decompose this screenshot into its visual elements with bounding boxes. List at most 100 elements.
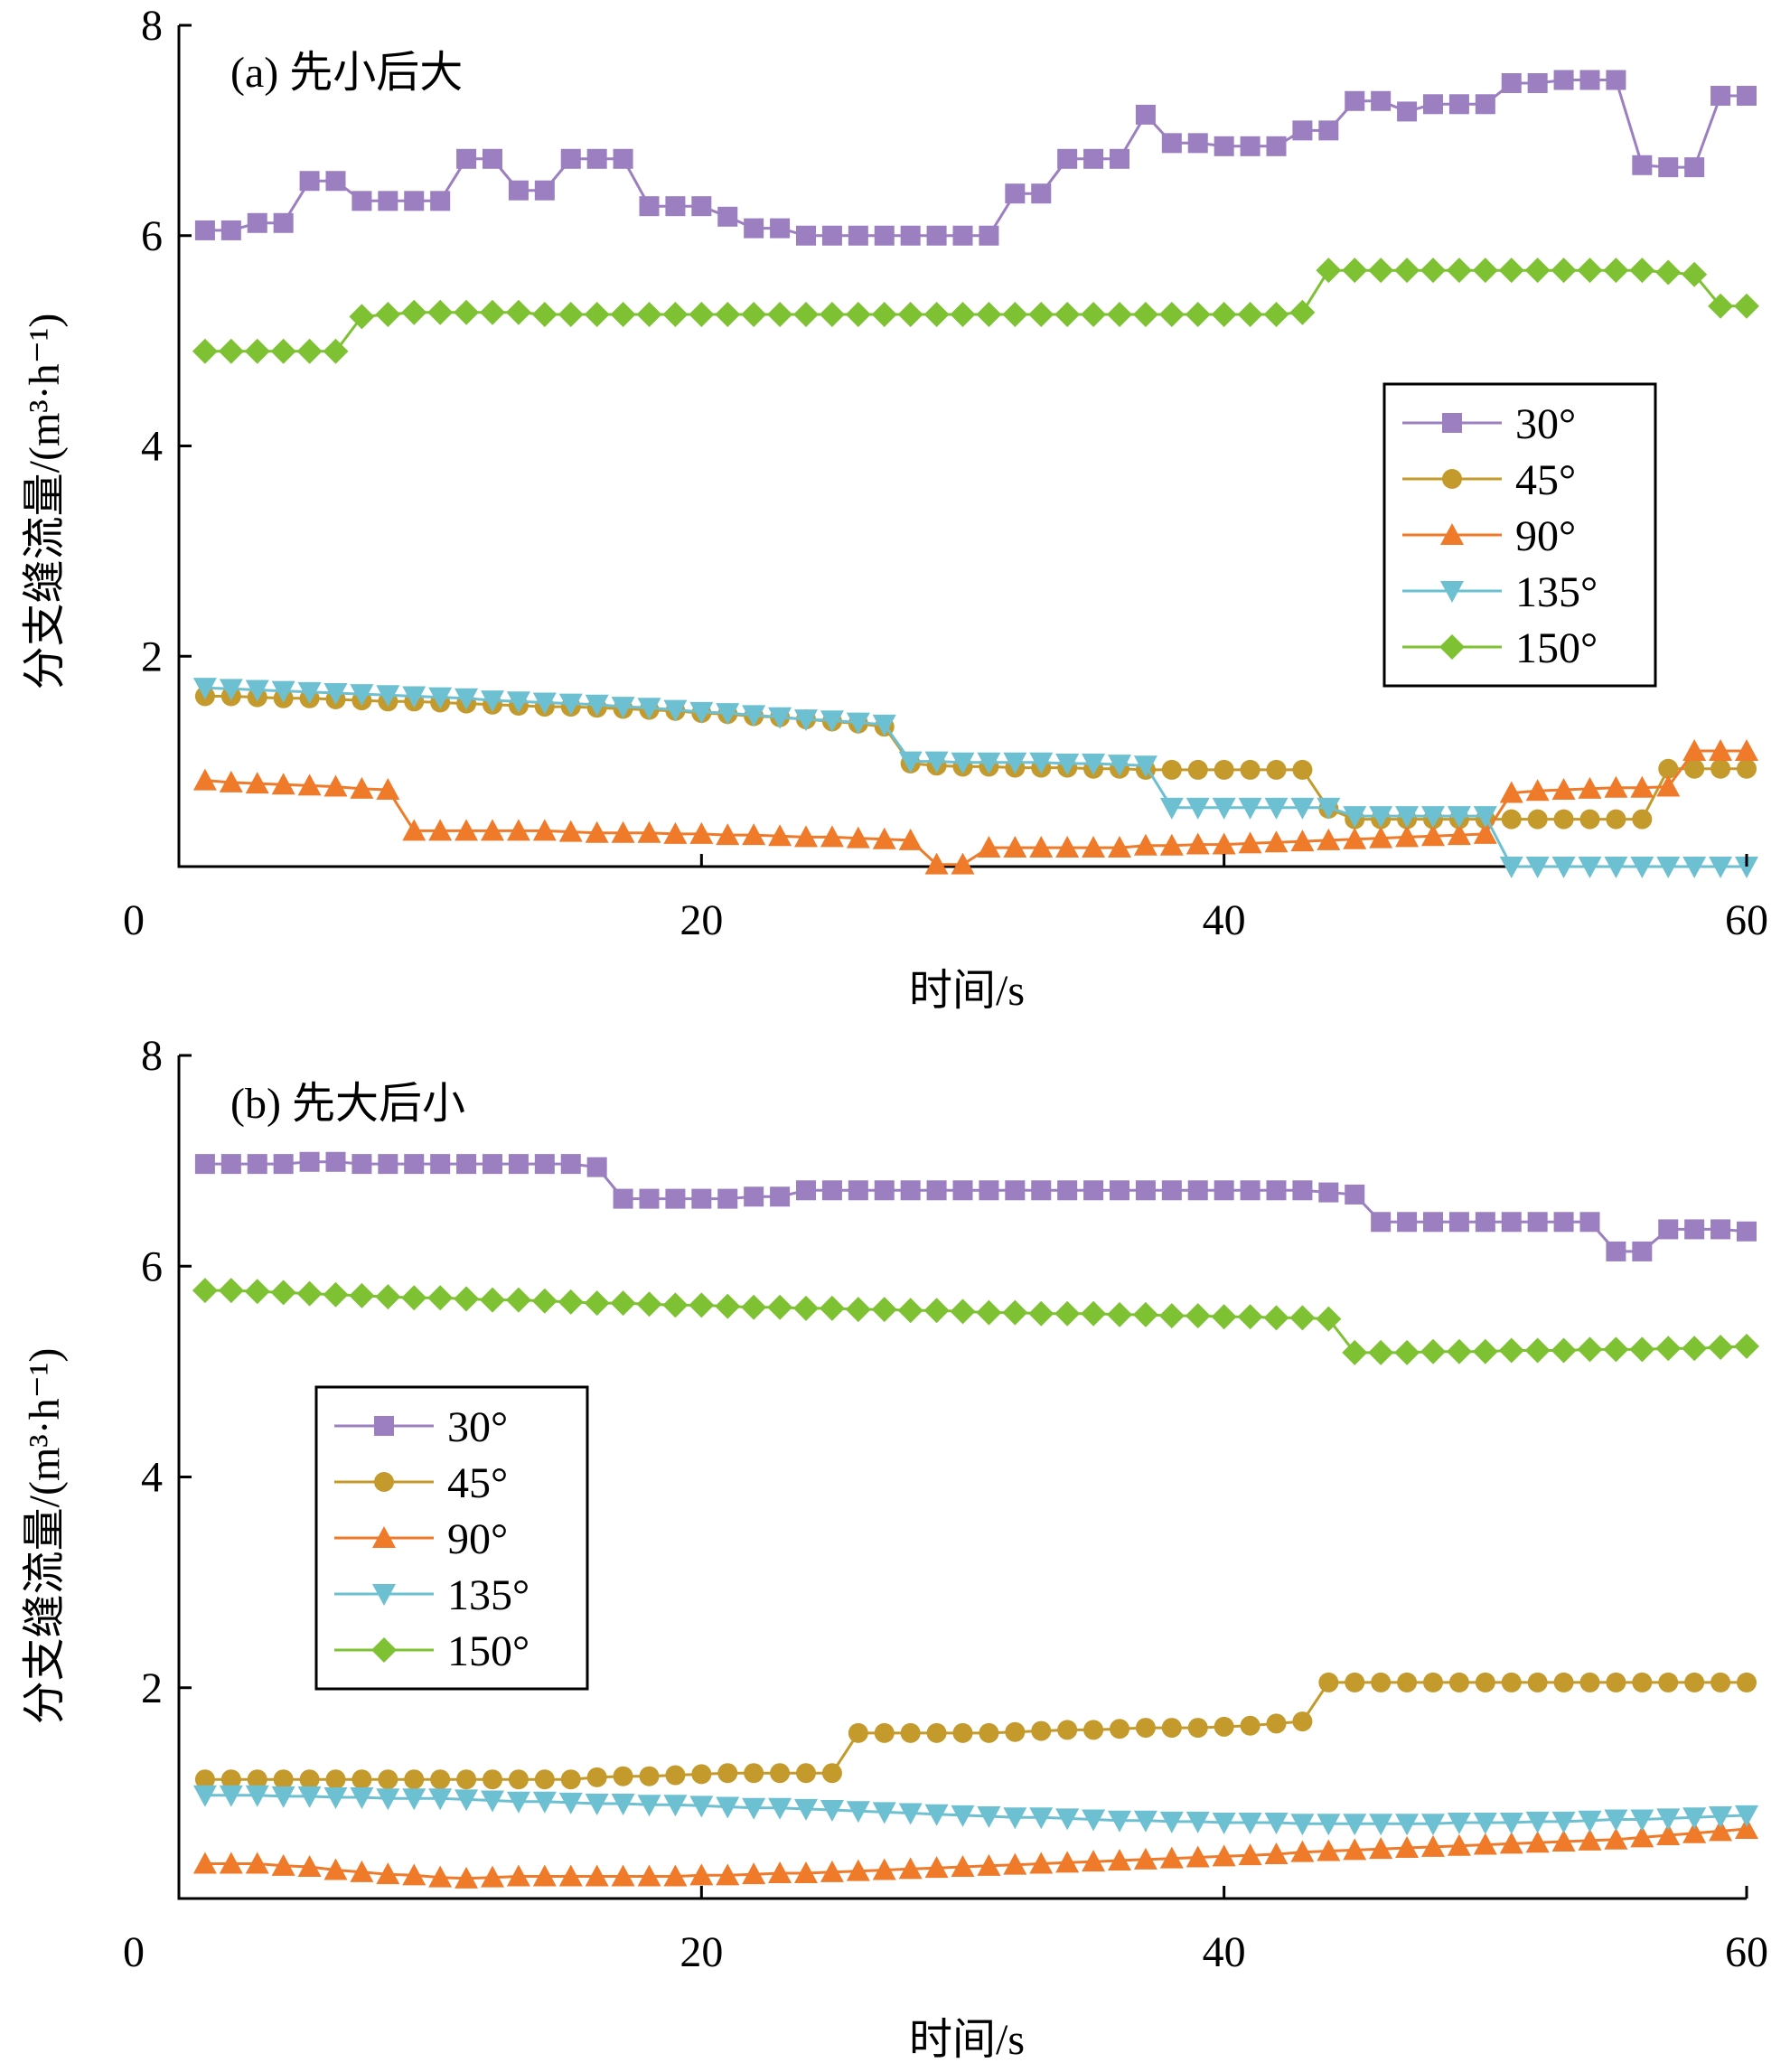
data-point: [350, 1860, 374, 1882]
data-point: [508, 1154, 529, 1175]
data-point: [1054, 1300, 1081, 1327]
data-point: [1525, 779, 1550, 802]
data-point: [402, 686, 426, 708]
y-tick-label: 2: [141, 1664, 163, 1712]
data-point: [323, 1281, 349, 1308]
y-tick-label: 6: [141, 1242, 163, 1290]
data-point: [273, 1154, 294, 1175]
data-point: [717, 1763, 738, 1784]
data-point: [1709, 738, 1733, 761]
data-point: [1682, 857, 1707, 878]
data-point: [1290, 830, 1315, 852]
data-point: [1579, 809, 1600, 830]
data-point: [1472, 258, 1498, 284]
x-tick-label: 40: [1203, 1928, 1246, 1976]
data-point: [1369, 806, 1393, 829]
data-point: [900, 1180, 921, 1201]
data-point: [691, 1188, 712, 1209]
panel-title-b: (b) 先大后小: [230, 1080, 465, 1128]
data-point: [897, 302, 923, 328]
data-point: [1603, 1336, 1629, 1363]
data-point: [1420, 1338, 1446, 1364]
data-point: [586, 1157, 607, 1177]
data-point: [1005, 1721, 1026, 1742]
data-point: [1420, 258, 1446, 284]
data-point: [744, 218, 764, 239]
data-point: [480, 1287, 505, 1313]
data-point: [1342, 258, 1368, 284]
data-point: [663, 1795, 688, 1817]
data-point: [1397, 101, 1418, 122]
data-point: [1266, 1180, 1287, 1201]
data-point: [952, 225, 973, 246]
data-point: [1263, 302, 1289, 328]
series-1: [194, 1672, 1757, 1790]
data-point: [376, 1862, 400, 1885]
data-point: [1289, 1305, 1316, 1331]
data-point: [1448, 1672, 1469, 1692]
data-point: [1527, 809, 1548, 830]
data-point: [245, 680, 269, 702]
data-point: [1447, 823, 1471, 846]
series-3: [192, 1785, 1758, 1836]
data-point: [1606, 809, 1626, 830]
legend-marker: [374, 1472, 394, 1492]
data-point: [271, 1786, 295, 1808]
data-point: [558, 693, 583, 716]
legend-label: 150°: [447, 1627, 530, 1675]
data-point: [1343, 1814, 1367, 1836]
data-point: [1110, 148, 1129, 169]
data-point: [1656, 1824, 1681, 1846]
data-point: [428, 1865, 453, 1888]
data-point: [1632, 1241, 1653, 1261]
data-point: [848, 225, 868, 246]
data-point: [1578, 776, 1602, 799]
data-point: [1578, 1828, 1602, 1851]
data-point: [1240, 1715, 1260, 1736]
data-point: [1082, 1850, 1106, 1872]
data-point: [430, 191, 451, 211]
data-point: [1161, 133, 1182, 154]
data-point: [796, 1763, 816, 1784]
chart-panel-a: 2 4 6 8 0 20 40 60 (a) 先小后大 时间/s 分支缝流量/(m³·h⁻¹)…: [21, 2, 1768, 1015]
data-point: [245, 1852, 269, 1874]
data-point: [1158, 302, 1185, 328]
data-point: [1473, 821, 1497, 844]
data-point: [662, 1292, 689, 1318]
data-point: [1133, 833, 1157, 856]
data-point: [742, 1797, 766, 1820]
data-point: [979, 1722, 999, 1743]
data-point: [1345, 1184, 1365, 1205]
data-point: [1187, 759, 1208, 780]
data-point: [821, 225, 842, 246]
data-point: [1553, 70, 1574, 90]
data-point: [1316, 258, 1342, 284]
data-point: [1632, 809, 1653, 830]
data-point: [845, 1297, 871, 1323]
data-point: [483, 1154, 502, 1175]
data-point: [192, 338, 218, 364]
data-point: [481, 1865, 504, 1888]
data-point: [1684, 1672, 1705, 1692]
data-point: [1682, 261, 1708, 287]
data-point: [1054, 302, 1081, 328]
data-point: [1158, 1303, 1185, 1329]
data-point: [1082, 753, 1106, 775]
series-4: [192, 1278, 1759, 1365]
data-point: [1579, 1672, 1600, 1692]
data-point: [819, 1295, 845, 1321]
data-point: [663, 821, 688, 844]
data-point: [1264, 830, 1289, 853]
data-point: [924, 1856, 949, 1879]
data-point: [979, 1180, 999, 1201]
data-point: [1003, 1807, 1027, 1830]
data-point: [378, 1769, 398, 1790]
data-point: [1186, 1845, 1210, 1868]
data-point: [898, 1803, 923, 1825]
data-point: [611, 820, 635, 843]
data-point: [1290, 1840, 1315, 1862]
legend-marker: [1440, 581, 1464, 603]
data-point: [585, 694, 609, 717]
data-point: [768, 707, 792, 729]
data-point: [610, 302, 636, 328]
